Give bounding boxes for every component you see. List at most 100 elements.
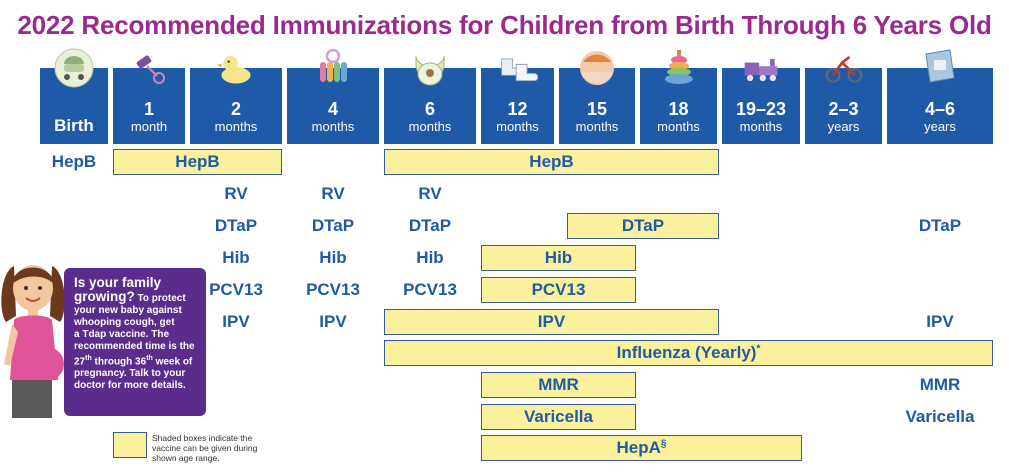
hib-range-12-15-months bbox=[481, 245, 636, 271]
ordinal-suffix: th bbox=[85, 355, 92, 362]
age-unit: months bbox=[214, 119, 258, 134]
tricycle-icon bbox=[824, 48, 864, 88]
age-header-15-months: 15 months bbox=[559, 51, 635, 144]
mmr-range-12-15-months bbox=[481, 372, 636, 398]
age-number: 15 bbox=[586, 99, 608, 119]
vaccine-label-ipv: IPV bbox=[222, 312, 250, 331]
age-number: 4 bbox=[327, 99, 338, 119]
hepb-range-6-18-months bbox=[384, 149, 719, 175]
age-header-2-3-years: 2–3 years bbox=[805, 56, 882, 144]
legend-line: shown age range. bbox=[152, 453, 220, 463]
age-unit: years bbox=[924, 119, 956, 134]
rattle-icon bbox=[129, 48, 169, 88]
dtap-range-15-18-months bbox=[567, 213, 719, 239]
age-number: 6 bbox=[424, 99, 435, 119]
influenza-range-6-months-6-years bbox=[384, 340, 993, 366]
age-header-1-month: 1 month bbox=[113, 55, 185, 144]
vaccine-label-hib: Hib bbox=[222, 248, 250, 267]
rubber-duck-icon bbox=[216, 48, 256, 88]
age-header-2-months: 2 months bbox=[190, 56, 282, 144]
vaccine-label-ipv: IPV bbox=[926, 312, 954, 331]
vaccine-label-mmr: MMR bbox=[919, 375, 961, 394]
legend-shade-swatch bbox=[113, 432, 147, 458]
vaccine-label-rv: RV bbox=[224, 184, 248, 203]
varicella-range-12-15-months bbox=[481, 404, 636, 430]
info-heading-line-2: growing? To protect bbox=[74, 290, 200, 305]
hepa-range-12-23-months bbox=[481, 435, 802, 461]
vaccine-label-pcv13: PCV13 bbox=[403, 280, 457, 299]
pcv13-range-12-15-months bbox=[481, 277, 636, 303]
hepb-range-1-2-months bbox=[113, 149, 282, 175]
baby-carriage-icon bbox=[54, 48, 94, 88]
info-line: recommended time is the bbox=[74, 341, 195, 352]
stacking-rings-icon bbox=[659, 48, 699, 88]
vaccine-label-dtap: DTaP bbox=[214, 216, 258, 235]
book-icon bbox=[920, 48, 960, 88]
vaccine-label-influenza: Influenza (Yearly)* bbox=[384, 342, 993, 364]
vaccine-label-hepb: HepB bbox=[175, 152, 220, 171]
age-header-19-23-months: 19–23 months bbox=[722, 58, 800, 144]
age-header-birth: Birth bbox=[40, 48, 108, 144]
vaccine-label-hib: Hib bbox=[544, 248, 573, 267]
info-line: pregnancy. Talk to your bbox=[74, 368, 186, 380]
age-unit: month bbox=[130, 119, 168, 134]
info-line: a Tdap vaccine. The bbox=[74, 329, 170, 340]
vaccine-label-hib: Hib bbox=[416, 248, 444, 267]
age-header-6-months: 6 months bbox=[384, 55, 476, 144]
info-week-36: through 36 bbox=[91, 356, 147, 368]
age-header-18-months: 18 months bbox=[640, 50, 717, 144]
vaccine-label-hepb: HepB bbox=[51, 152, 97, 171]
legend-text: Shaded boxes indicate the vaccine can be… bbox=[152, 433, 272, 463]
info-heading-line-1: Is your family bbox=[74, 275, 162, 290]
age-number: 2 bbox=[230, 99, 241, 119]
baby-shoes-icon bbox=[498, 48, 538, 88]
age-label-birth: Birth bbox=[54, 116, 94, 135]
age-header-12-months: 12 months bbox=[481, 58, 554, 144]
vaccine-label-rv: RV bbox=[418, 184, 442, 203]
toy-train-icon bbox=[741, 48, 781, 88]
ball-icon bbox=[577, 48, 617, 88]
info-line: your new baby against bbox=[74, 305, 182, 316]
pregnant-mother-illustration bbox=[0, 262, 80, 418]
vaccine-label-dtap: DTaP bbox=[408, 216, 452, 235]
age-unit: months bbox=[311, 119, 355, 134]
age-number: 4–6 bbox=[924, 99, 956, 119]
vaccine-label-ipv: IPV bbox=[537, 312, 566, 331]
hepa-footnote-mark: § bbox=[660, 438, 667, 450]
age-number: 18 bbox=[668, 99, 689, 119]
vaccine-label-varicella: Varicella bbox=[905, 407, 975, 426]
info-heading-growing: growing? bbox=[74, 289, 135, 304]
ordinal-suffix: th bbox=[146, 355, 153, 362]
age-unit: years bbox=[827, 119, 860, 134]
bib-icon bbox=[410, 48, 450, 88]
info-week-27: 27 bbox=[74, 356, 86, 368]
influenza-footnote-mark: * bbox=[756, 343, 761, 355]
vaccine-label-dtap: DTaP bbox=[918, 216, 962, 235]
vaccine-label-pcv13: PCV13 bbox=[306, 280, 360, 299]
legend-line: Shaded boxes indicate the bbox=[152, 433, 253, 443]
age-header-4-6-years: 4–6 years bbox=[887, 49, 993, 144]
info-line: whooping cough, get bbox=[74, 317, 175, 328]
vaccine-label-dtap: DTaP bbox=[621, 216, 665, 235]
info-week-of: week of bbox=[152, 356, 193, 368]
age-unit: months bbox=[496, 119, 539, 134]
ipv-range-6-18-months bbox=[384, 309, 719, 335]
age-unit: months bbox=[739, 119, 783, 134]
vaccine-label-hepb: HepB bbox=[529, 152, 574, 171]
vaccine-label-rv: RV bbox=[321, 184, 345, 203]
age-number: 1 bbox=[143, 99, 154, 119]
info-line-weeks: 27th through 36th week of bbox=[74, 353, 200, 368]
vaccine-label-dtap: DTaP bbox=[311, 216, 355, 235]
age-unit: months bbox=[408, 119, 452, 134]
age-number: 19–23 bbox=[735, 99, 787, 119]
vaccine-label-hib: Hib bbox=[319, 248, 347, 267]
info-lead-text: To protect bbox=[137, 293, 186, 304]
age-unit: months bbox=[657, 119, 700, 134]
vaccine-label-ipv: IPV bbox=[319, 312, 347, 331]
vaccine-label-varicella: Varicella bbox=[523, 407, 593, 426]
hepa-text: HepA bbox=[616, 438, 661, 457]
vaccine-label-mmr: MMR bbox=[538, 375, 579, 394]
age-number: 12 bbox=[507, 99, 528, 119]
tdap-pregnancy-info-box: Is your family growing? To protect your … bbox=[64, 268, 206, 416]
influenza-text: Influenza (Yearly) bbox=[616, 343, 757, 362]
